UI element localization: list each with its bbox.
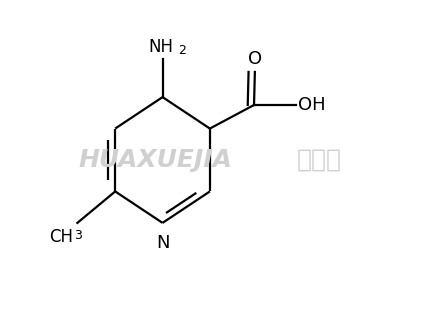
Text: OH: OH xyxy=(298,96,326,114)
Text: O: O xyxy=(248,50,262,68)
Text: 2: 2 xyxy=(178,44,187,58)
Text: NH: NH xyxy=(148,38,173,56)
Text: N: N xyxy=(156,234,169,252)
Text: CH: CH xyxy=(49,228,73,246)
Text: 化学加: 化学加 xyxy=(297,148,342,172)
Text: HUAXUEJIA: HUAXUEJIA xyxy=(78,148,232,172)
Text: 3: 3 xyxy=(74,229,81,242)
